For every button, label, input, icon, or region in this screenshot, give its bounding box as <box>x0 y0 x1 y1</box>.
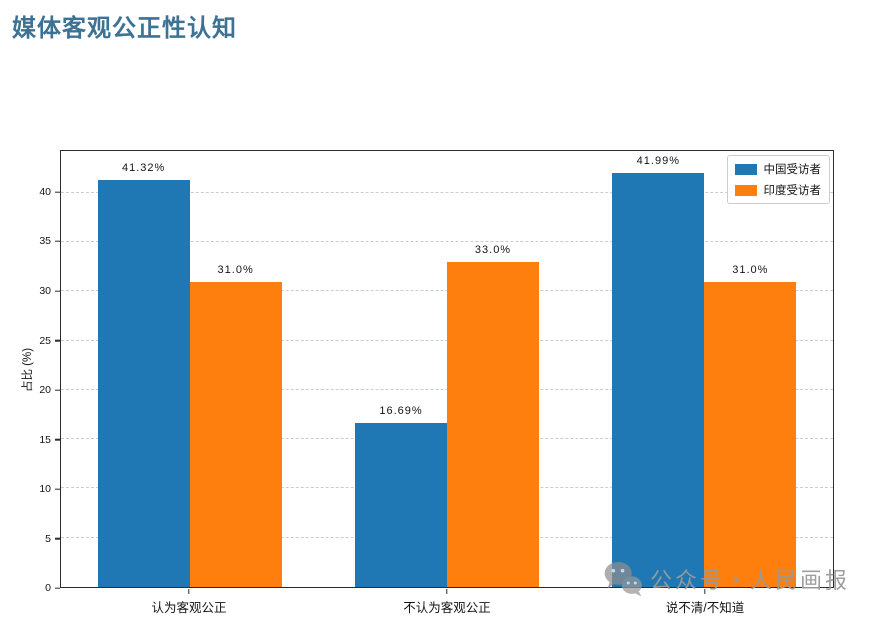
bar-value-label: 41.32% <box>122 161 166 174</box>
legend-swatch <box>734 184 757 196</box>
page-title: 媒体客观公正性认知 <box>12 13 237 42</box>
y-tick-label: 15 <box>39 433 51 446</box>
y-tick-label: 35 <box>39 235 51 248</box>
x-tick-label: 不认为客观公正 <box>403 601 491 615</box>
gridline <box>61 191 833 193</box>
y-axis-label: 占比 (%) <box>22 347 34 393</box>
y-tick-label: 20 <box>39 384 51 396</box>
y-tick-mark <box>55 191 60 193</box>
legend-label: 中国受访者 <box>763 164 822 176</box>
bar <box>189 281 282 587</box>
y-tick-mark <box>55 587 60 589</box>
x-tick-mark <box>446 589 448 594</box>
y-tick-mark <box>55 488 60 490</box>
bar <box>447 261 539 587</box>
legend-item: 印度受访者 <box>734 182 822 198</box>
bar <box>704 281 797 587</box>
y-tick-label: 30 <box>39 284 51 297</box>
y-tick-label: 5 <box>45 532 51 545</box>
legend-label: 印度受访者 <box>763 185 822 197</box>
x-tick-label: 认为客观公正 <box>151 601 227 615</box>
y-tick-mark <box>55 537 60 540</box>
y-tick-mark <box>55 240 60 243</box>
bar <box>355 422 447 587</box>
bar-value-label: 16.69% <box>379 404 423 417</box>
bar <box>612 173 705 587</box>
gridline <box>61 241 833 243</box>
x-tick-mark <box>188 589 190 594</box>
plot-area: 中国受访者印度受访者 41.32% 31.0% 16.69% 33.0% 41.99% 3… <box>60 150 834 588</box>
legend-item: 中国受访者 <box>734 161 822 177</box>
x-tick-mark <box>704 589 706 594</box>
bar-value-label: 31.0% <box>732 263 769 276</box>
y-tick-label: 10 <box>39 483 51 495</box>
y-tick-mark <box>55 339 60 342</box>
bar <box>97 179 190 587</box>
bar-value-label: 31.0% <box>217 263 254 276</box>
legend-swatch <box>734 163 757 175</box>
y-tick-label: 40 <box>39 185 51 198</box>
y-tick-mark <box>55 438 60 441</box>
y-tick-mark <box>55 389 60 391</box>
y-axis: 0 5 10 15 20 25 30 35 40 <box>0 150 60 594</box>
y-tick-mark <box>55 290 60 292</box>
x-tick-label: 说不清/不知道 <box>665 601 745 615</box>
x-axis: 认为客观公正 不认为客观公正 说不清/不知道 <box>60 589 834 617</box>
bar-value-label: 33.0% <box>474 243 512 256</box>
y-tick-label: 0 <box>45 582 51 594</box>
legend: 中国受访者印度受访者 <box>726 155 830 204</box>
bar-value-label: 41.99% <box>636 155 680 168</box>
y-tick-label: 25 <box>39 334 51 347</box>
